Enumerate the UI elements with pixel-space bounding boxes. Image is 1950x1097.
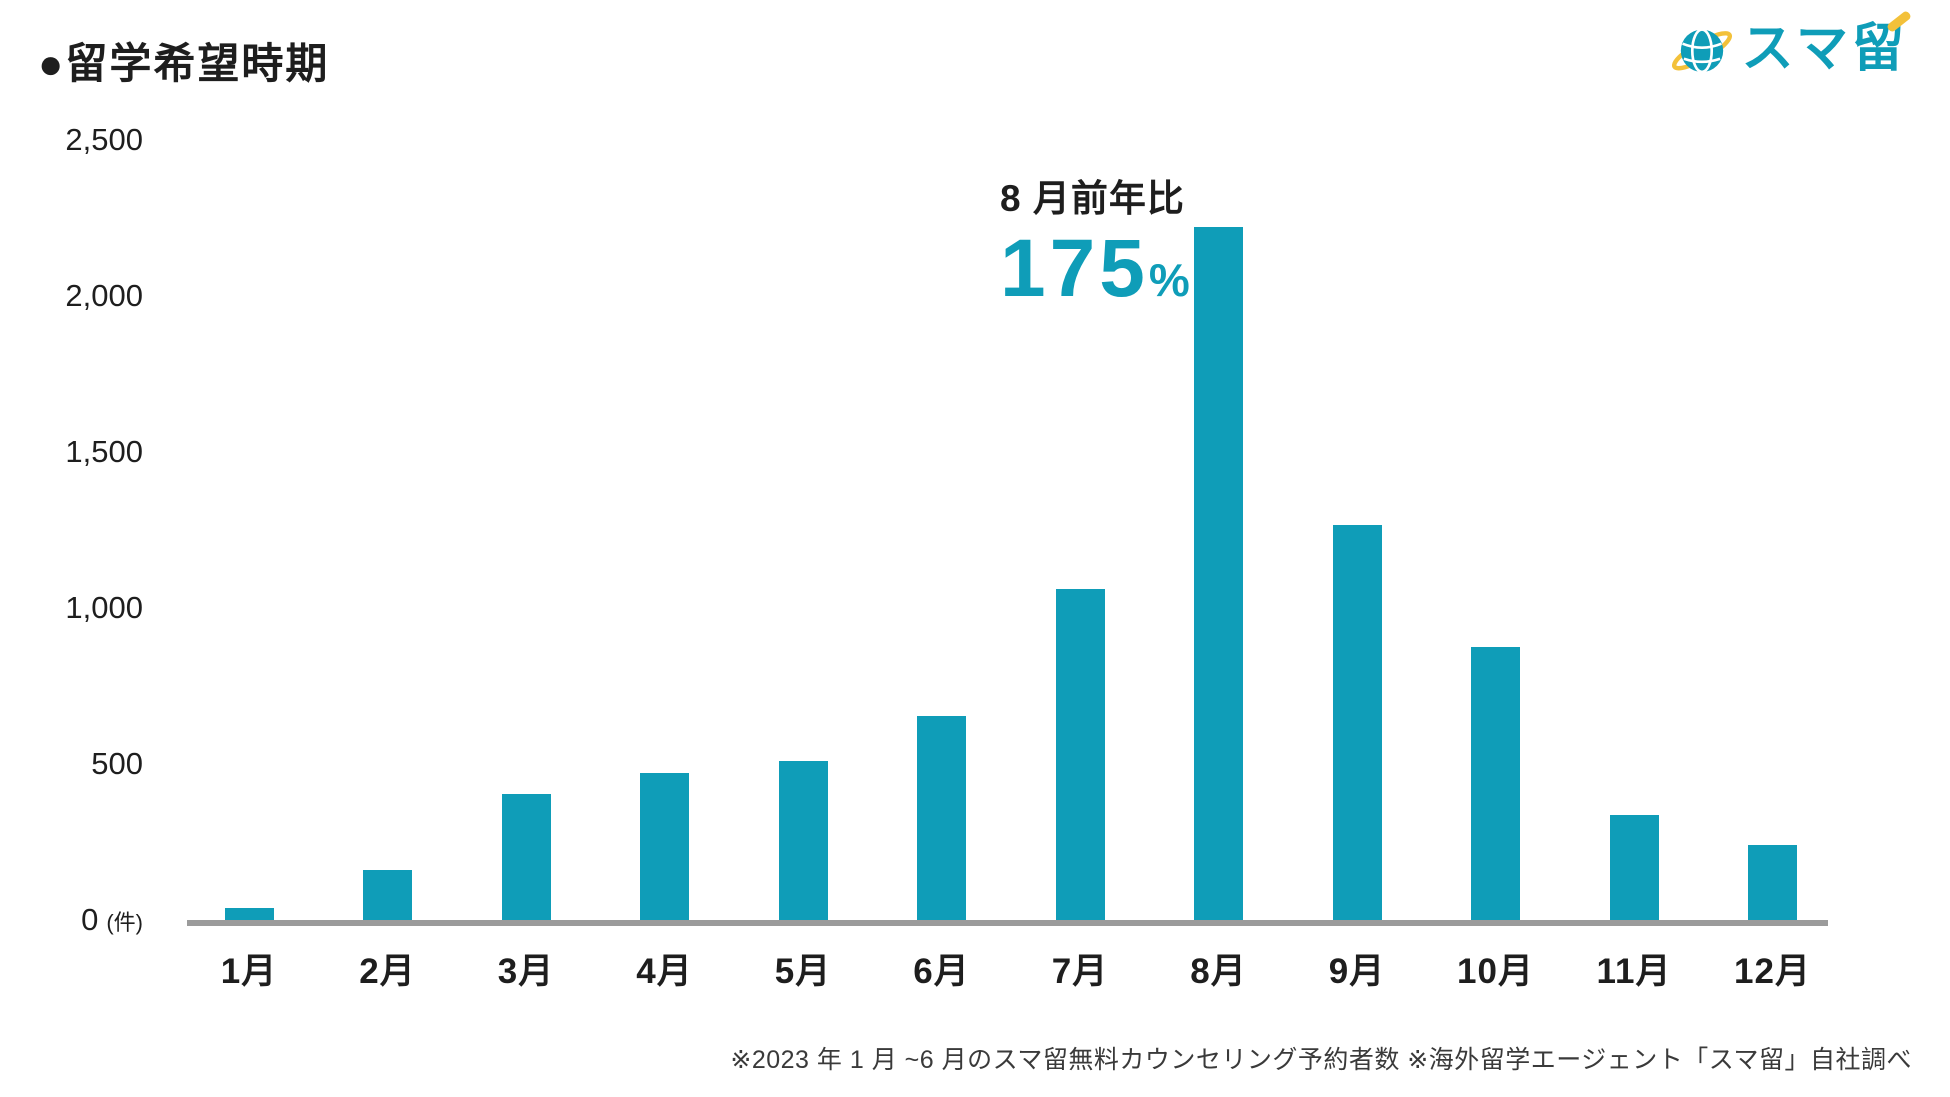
month-label-7月: 7月 xyxy=(1051,952,1109,991)
bar-10月 xyxy=(1471,647,1520,920)
page-title: ●留学希望時期 xyxy=(38,40,330,87)
month-label-12月: 12月 xyxy=(1734,952,1811,991)
ytick-0: 0 (件) xyxy=(81,902,143,937)
bar-2月 xyxy=(363,870,412,920)
month-label-11月: 11月 xyxy=(1596,952,1672,991)
month-label-8月: 8月 xyxy=(1190,952,1247,991)
month-label-9月: 9月 xyxy=(1328,952,1386,991)
bar-12月 xyxy=(1748,845,1797,920)
y-axis-unit-label: (件) xyxy=(106,910,143,935)
month-label-4月: 4月 xyxy=(636,952,693,991)
august-yoy-annotation: 8 月前年比 175% xyxy=(1000,168,1190,310)
bar-6月 xyxy=(917,716,966,920)
month-label-3月: 3月 xyxy=(497,952,555,991)
ytick-1000: 1,000 xyxy=(65,590,143,625)
brand-logo: スマ留 xyxy=(1671,9,1913,80)
bar-7月 xyxy=(1055,589,1105,920)
month-label-1月: 1月 xyxy=(220,952,278,991)
bar-5月 xyxy=(778,761,828,920)
bar-11月 xyxy=(1609,815,1659,920)
annotation-label: 8 月前年比 xyxy=(1000,178,1185,219)
ytick-2000: 2,000 xyxy=(65,278,143,313)
ytick-500: 500 xyxy=(91,746,143,781)
month-label-10月: 10月 xyxy=(1457,952,1534,991)
bar-chart: 1月 2月 3月 4月 5月 6月 7月 8月 9月 10月 11月 12月 xyxy=(187,138,1828,991)
ytick-1500: 1,500 xyxy=(65,434,143,469)
source-footnote: ※2023 年 1 月 ~6 月のスマ留無料カウンセリング予約者数 ※海外留学エ… xyxy=(730,1046,1912,1074)
month-label-6月: 6月 xyxy=(913,952,970,991)
bar-9月 xyxy=(1332,525,1382,920)
month-label-5月: 5月 xyxy=(774,952,832,991)
month-label-2月: 2月 xyxy=(359,952,416,991)
bar-4月 xyxy=(640,773,689,920)
annotation-value: 175% xyxy=(1000,223,1190,314)
ytick-2500: 2,500 xyxy=(65,122,143,157)
bar-1月 xyxy=(224,908,274,920)
bar-8月 xyxy=(1194,227,1243,920)
bar-3月 xyxy=(501,794,551,920)
x-axis-line xyxy=(187,920,1828,926)
brand-logo-text: スマ留 xyxy=(1742,9,1913,75)
globe-orbit-icon xyxy=(1671,28,1732,74)
